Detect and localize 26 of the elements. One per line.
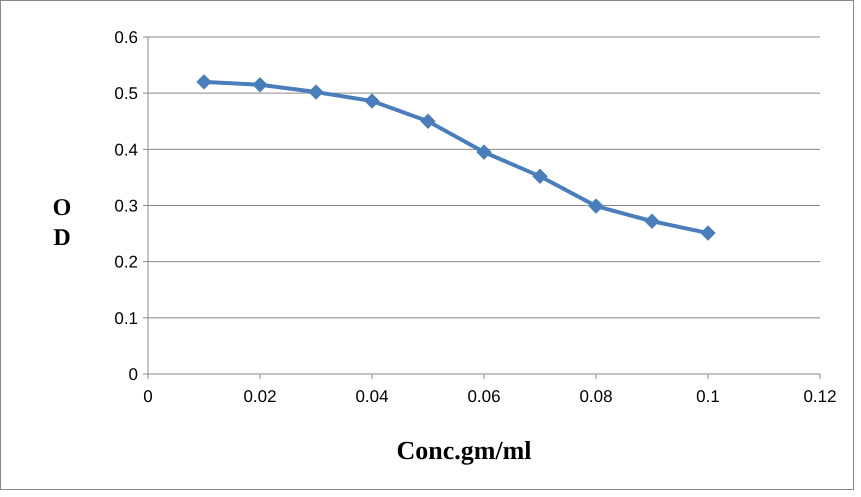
x-tick-label: 0.1 <box>696 387 720 406</box>
point <box>700 226 716 241</box>
point <box>364 94 380 109</box>
point <box>308 84 324 100</box>
x-axis-title: Conc.gm/ml <box>396 436 532 465</box>
x-tick-label: 0.12 <box>803 387 837 406</box>
y-tick-label: 0 <box>128 364 138 384</box>
x-tick-label: 0.08 <box>579 387 613 406</box>
y-tick-label: 0.1 <box>114 308 138 328</box>
point <box>476 144 492 160</box>
x-tick-label: 0 <box>143 387 153 406</box>
point <box>532 168 548 184</box>
point <box>252 77 268 92</box>
point <box>644 214 660 229</box>
y-axis-title: OD <box>52 195 72 251</box>
x-tick-label: 0.04 <box>355 387 389 406</box>
point <box>196 74 212 90</box>
y-tick-label: 0.4 <box>114 140 138 160</box>
x-tick-label: 0.06 <box>467 387 501 406</box>
point <box>588 198 604 214</box>
y-tick-label: 0.2 <box>114 252 138 272</box>
y-tick-label: 0.3 <box>114 196 138 216</box>
point <box>420 114 436 129</box>
y-tick-label: 0.5 <box>114 84 138 104</box>
x-tick-label: 0.02 <box>243 387 277 406</box>
y-tick-label: 0.6 <box>114 28 138 47</box>
